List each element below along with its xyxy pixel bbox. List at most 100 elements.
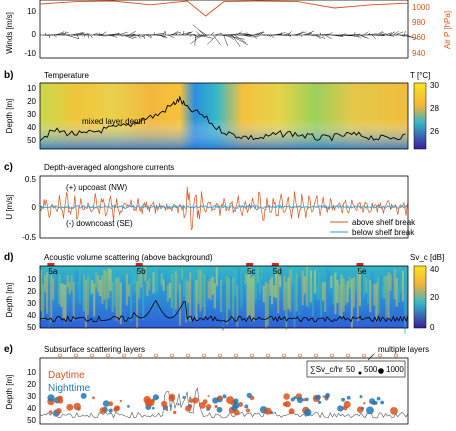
- nighttime-dot: [293, 396, 296, 399]
- acoustic-stripe: [296, 273, 298, 312]
- depth-tick: 20: [27, 287, 36, 296]
- wind-stick: [215, 33, 222, 35]
- wind-stick: [196, 32, 200, 35]
- acoustic-stripe: [97, 275, 99, 292]
- acoustic-stripe: [253, 276, 255, 321]
- acoustic-stripe: [218, 277, 220, 292]
- daytime-dot: [74, 403, 81, 410]
- acoustic-stripe: [224, 282, 226, 314]
- acoustic-stripe: [210, 279, 212, 300]
- multiple-layer-marker: [283, 354, 286, 357]
- daytime-dot: [120, 400, 122, 402]
- pressure-tick: 940: [412, 49, 426, 58]
- daytime-dot: [218, 396, 223, 401]
- nighttime-dot: [247, 393, 252, 398]
- acoustic-stripe: [265, 282, 267, 330]
- panel-d: d) Acoustic volume scattering (above bac…: [4, 252, 444, 334]
- depth-tick: 30: [27, 110, 36, 119]
- wind-stick: [84, 35, 85, 37]
- multiple-layer-marker: [251, 354, 254, 357]
- pressure-ylabel: Air P [hPa]: [443, 11, 452, 49]
- acoustic-stripe: [99, 280, 101, 296]
- daytime-dot: [390, 407, 398, 415]
- acoustic-stripe: [306, 266, 308, 306]
- colorbar-tick: 28: [430, 104, 439, 113]
- acoustic-stripe: [328, 270, 330, 281]
- acoustic-stripe: [322, 282, 324, 300]
- nighttime-dot: [366, 407, 374, 415]
- panel-e: e) Subsurface scattering layers multiple…: [4, 344, 429, 425]
- acoustic-stripe: [226, 276, 228, 324]
- wind-stick: [151, 35, 152, 37]
- acoustic-stripe: [349, 276, 351, 289]
- acoustic-stripe: [365, 278, 367, 294]
- temperature-colorbar-label: T [°C]: [410, 71, 430, 80]
- daytime-dot: [234, 410, 240, 416]
- multiple-layer-marker: [187, 354, 190, 357]
- acoustic-stripe: [89, 274, 91, 295]
- acoustic-stripe: [259, 277, 261, 294]
- acoustic-stripe: [71, 275, 73, 290]
- acoustic-stripe: [126, 274, 128, 305]
- nighttime-dot: [304, 409, 311, 416]
- nighttime-dot: [244, 405, 248, 409]
- acoustic-stripe: [345, 284, 347, 305]
- acoustic-stripe: [292, 267, 294, 283]
- acoustic-stripe: [130, 282, 132, 322]
- acoustic-stripe: [52, 278, 54, 299]
- nighttime-dot: [318, 401, 321, 404]
- daytime-dot: [185, 405, 191, 411]
- panel-a: 10 0 -10 Winds [m/s] 1000 980 960 940 Ai…: [5, 0, 452, 58]
- nighttime-dot: [316, 395, 321, 400]
- acoustic-stripe: [238, 268, 240, 295]
- wind-stick: [211, 32, 214, 35]
- acoustic-stripe: [302, 271, 304, 305]
- acoustic-stripe: [273, 285, 275, 297]
- acoustic-stripe: [103, 270, 105, 300]
- nighttime-dot: [153, 394, 159, 400]
- event-marker: [47, 263, 54, 266]
- acoustic-stripe: [148, 278, 150, 290]
- depth-tick: 40: [27, 404, 36, 413]
- acoustic-stripe: [242, 274, 244, 289]
- u-ylabel: U [m/s]: [5, 194, 14, 219]
- acoustic-stripe: [261, 267, 263, 279]
- acoustic-stripe: [179, 284, 181, 326]
- multiple-layer-marker: [267, 354, 270, 357]
- event-marker: [246, 263, 253, 266]
- acoustic-stripe: [353, 277, 355, 308]
- acoustic-stripe: [136, 281, 138, 329]
- acoustic-stripe: [222, 286, 224, 331]
- multiple-layers-annotation: multiple layers: [378, 345, 429, 354]
- depth-tick: 20: [27, 97, 36, 106]
- daytime-dot: [283, 393, 290, 400]
- daytime-dot: [169, 395, 175, 401]
- acoustic-stripe: [73, 282, 75, 320]
- acoustic-stripe: [230, 276, 232, 313]
- legend-above-label: above shelf break: [352, 218, 416, 227]
- event-marker: [136, 263, 143, 266]
- acoustic-stripe: [396, 278, 398, 307]
- acoustic-stripe: [339, 284, 341, 315]
- wind-sticks: [43, 25, 417, 47]
- acoustic-stripe: [193, 273, 195, 315]
- daytime-dot: [208, 395, 210, 397]
- daytime-dot: [166, 409, 168, 411]
- nighttime-dot: [374, 401, 378, 405]
- acoustic-stripe: [294, 279, 296, 328]
- daytime-dot: [57, 396, 62, 401]
- acoustic-stripe: [212, 276, 214, 294]
- depth-tick: 50: [27, 416, 36, 425]
- panel-label-d: d): [4, 252, 13, 263]
- size-legend-50: 50: [346, 365, 355, 374]
- wind-stick: [45, 33, 46, 35]
- wind-stick: [90, 35, 92, 38]
- acoustic-stripe: [279, 276, 281, 287]
- multiple-layer-marker: [123, 354, 126, 357]
- acoustic-stripe: [336, 280, 338, 303]
- layers-title: Subsurface scattering layers: [44, 345, 145, 354]
- daytime-dot: [49, 410, 52, 413]
- temperature-title: Temperature: [44, 71, 89, 80]
- panel-label-e: e): [4, 344, 13, 355]
